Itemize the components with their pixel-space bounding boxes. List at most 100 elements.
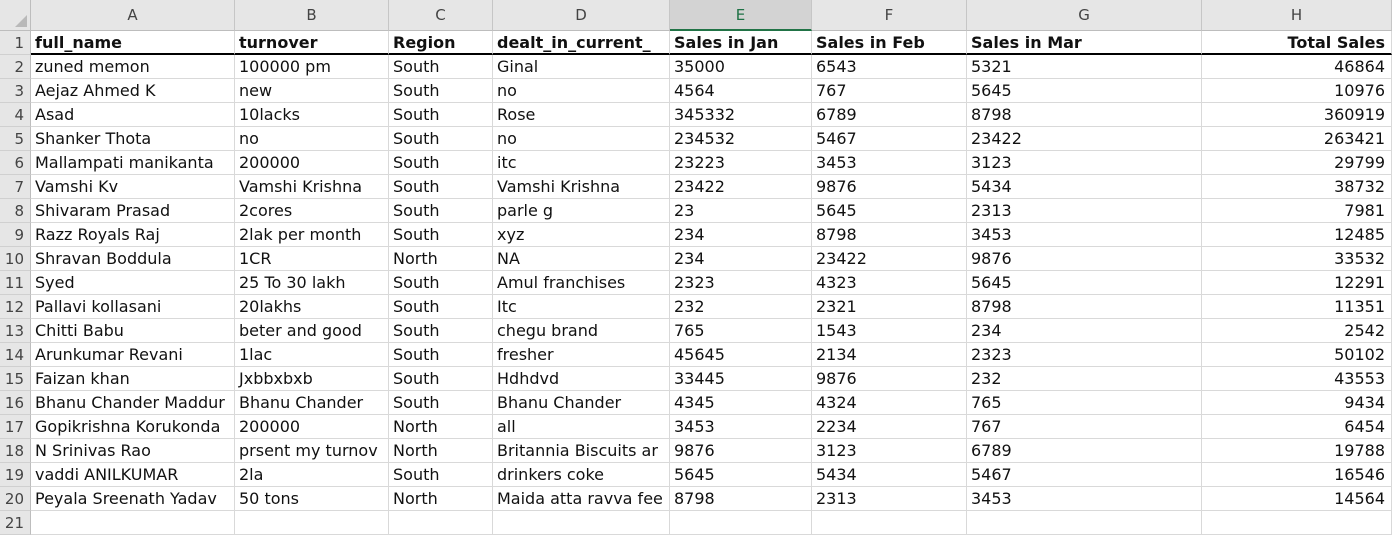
cell[interactable]: 2321 [812, 295, 967, 319]
select-all-button[interactable] [0, 0, 31, 31]
cell[interactable]: North [389, 247, 493, 271]
cell[interactable] [389, 511, 493, 535]
cell[interactable]: 4324 [812, 391, 967, 415]
cell[interactable]: beter and good [235, 319, 389, 343]
cell[interactable]: South [389, 391, 493, 415]
cell[interactable]: South [389, 127, 493, 151]
cell[interactable]: 5645 [967, 79, 1202, 103]
cell[interactable]: Bhanu Chander [235, 391, 389, 415]
cell[interactable]: 767 [967, 415, 1202, 439]
row-header[interactable]: 12 [0, 295, 31, 319]
cell[interactable]: zuned memon [31, 55, 235, 79]
cell[interactable]: 6543 [812, 55, 967, 79]
cell[interactable]: South [389, 55, 493, 79]
cell[interactable]: South [389, 463, 493, 487]
header-cell-dealt[interactable]: dealt_in_current_ [493, 31, 670, 55]
cell[interactable]: 16546 [1202, 463, 1392, 487]
cell[interactable]: 360919 [1202, 103, 1392, 127]
cell[interactable]: South [389, 271, 493, 295]
cell[interactable]: Britannia Biscuits ar [493, 439, 670, 463]
cell[interactable]: South [389, 319, 493, 343]
cell[interactable]: 8798 [670, 487, 812, 511]
cell[interactable]: 29799 [1202, 151, 1392, 175]
cell[interactable]: 9876 [812, 175, 967, 199]
cell[interactable]: 6789 [967, 439, 1202, 463]
cell[interactable]: 2542 [1202, 319, 1392, 343]
cell[interactable]: 1CR [235, 247, 389, 271]
cell[interactable]: 23422 [967, 127, 1202, 151]
cell[interactable]: 234532 [670, 127, 812, 151]
row-header[interactable]: 11 [0, 271, 31, 295]
cell[interactable]: North [389, 487, 493, 511]
column-header-b[interactable]: B [235, 0, 389, 31]
cell[interactable]: Shanker Thota [31, 127, 235, 151]
cell[interactable]: Vamshi Krishna [235, 175, 389, 199]
cell[interactable]: 5645 [670, 463, 812, 487]
cell[interactable]: Pallavi kollasani [31, 295, 235, 319]
row-header[interactable]: 17 [0, 415, 31, 439]
cell[interactable]: South [389, 199, 493, 223]
cell[interactable]: 2313 [967, 199, 1202, 223]
cell[interactable]: South [389, 295, 493, 319]
cell[interactable]: Bhanu Chander [493, 391, 670, 415]
cell[interactable]: 19788 [1202, 439, 1392, 463]
cell[interactable]: Aejaz Ahmed K [31, 79, 235, 103]
row-header[interactable]: 4 [0, 103, 31, 127]
cell[interactable]: 23 [670, 199, 812, 223]
cell[interactable]: 45645 [670, 343, 812, 367]
cell[interactable]: 3123 [812, 439, 967, 463]
cell[interactable]: 5434 [812, 463, 967, 487]
cell[interactable]: Vamshi Kv [31, 175, 235, 199]
row-header[interactable]: 10 [0, 247, 31, 271]
cell[interactable]: 2323 [967, 343, 1202, 367]
header-cell-feb[interactable]: Sales in Feb [812, 31, 967, 55]
cell[interactable]: prsent my turnov [235, 439, 389, 463]
cell[interactable] [670, 511, 812, 535]
cell[interactable]: 23422 [812, 247, 967, 271]
cell[interactable]: 5467 [967, 463, 1202, 487]
cell[interactable]: 2cores [235, 199, 389, 223]
cell[interactable]: 8798 [967, 295, 1202, 319]
column-header-c[interactable]: C [389, 0, 493, 31]
row-header[interactable]: 21 [0, 511, 31, 535]
cell[interactable] [1202, 511, 1392, 535]
cell[interactable]: xyz [493, 223, 670, 247]
row-header[interactable]: 13 [0, 319, 31, 343]
cell[interactable]: 23422 [670, 175, 812, 199]
row-header[interactable]: 7 [0, 175, 31, 199]
cell[interactable]: 2323 [670, 271, 812, 295]
row-header[interactable]: 3 [0, 79, 31, 103]
column-header-f[interactable]: F [812, 0, 967, 31]
column-header-e[interactable]: E [670, 0, 812, 31]
cell[interactable]: 9876 [812, 367, 967, 391]
row-header[interactable]: 15 [0, 367, 31, 391]
cell[interactable]: drinkers coke [493, 463, 670, 487]
cell[interactable]: Amul franchises [493, 271, 670, 295]
cell[interactable]: Gopikrishna Korukonda [31, 415, 235, 439]
cell[interactable]: no [493, 127, 670, 151]
cell[interactable]: 5645 [812, 199, 967, 223]
cell[interactable]: 232 [967, 367, 1202, 391]
cell[interactable]: 232 [670, 295, 812, 319]
cell[interactable]: 5321 [967, 55, 1202, 79]
cell[interactable]: 4345 [670, 391, 812, 415]
cell[interactable]: 2lak per month [235, 223, 389, 247]
cell[interactable]: 38732 [1202, 175, 1392, 199]
cell[interactable]: South [389, 223, 493, 247]
cell[interactable]: Syed [31, 271, 235, 295]
cell[interactable]: no [235, 127, 389, 151]
cell[interactable]: 2234 [812, 415, 967, 439]
cell[interactable]: Vamshi Krishna [493, 175, 670, 199]
cell[interactable]: Ginal [493, 55, 670, 79]
row-header[interactable]: 19 [0, 463, 31, 487]
cell[interactable]: 234 [967, 319, 1202, 343]
cell[interactable] [967, 511, 1202, 535]
cell[interactable]: Razz Royals Raj [31, 223, 235, 247]
cell[interactable]: Rose [493, 103, 670, 127]
cell[interactable]: 20lakhs [235, 295, 389, 319]
row-header[interactable]: 1 [0, 31, 31, 55]
cell[interactable] [812, 511, 967, 535]
header-cell-full-name[interactable]: full_name [31, 31, 235, 55]
cell[interactable]: 5645 [967, 271, 1202, 295]
cell[interactable]: South [389, 79, 493, 103]
